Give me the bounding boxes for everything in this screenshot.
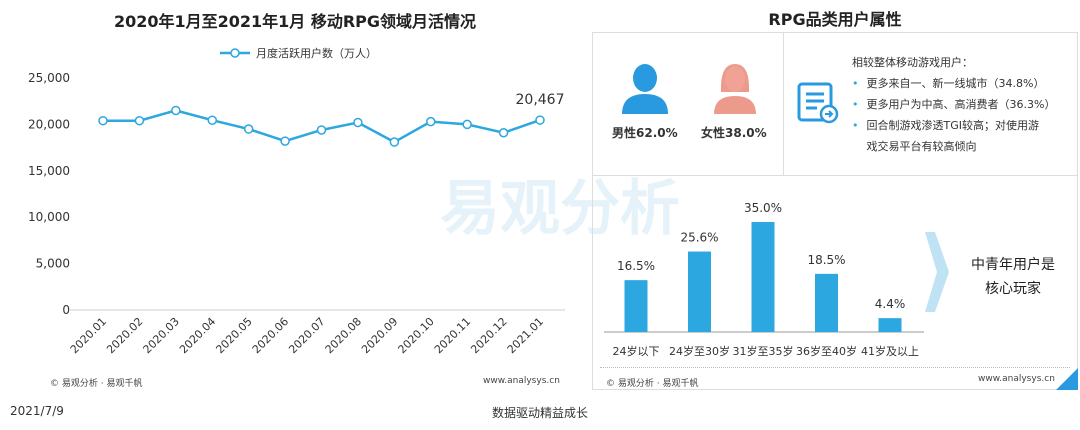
y-tick-label: 20,000 bbox=[28, 117, 70, 131]
data-point bbox=[171, 105, 181, 116]
bullet-item: 更多用户为中高、高消费者（36.3%） bbox=[866, 98, 1056, 111]
bar-label: 35.0% bbox=[744, 201, 782, 215]
bar-label: 4.4% bbox=[875, 297, 906, 311]
x-tick-label: 2020.06 bbox=[250, 315, 291, 356]
bar bbox=[878, 318, 902, 332]
data-point bbox=[353, 117, 363, 128]
x-tick-label: 24岁以下 bbox=[613, 344, 660, 358]
divider bbox=[783, 33, 784, 175]
y-tick-label: 15,000 bbox=[28, 164, 70, 178]
y-tick-label: 10,000 bbox=[28, 210, 70, 224]
data-point bbox=[462, 119, 472, 130]
right-source: © 易观分析 · 易观千帆 bbox=[606, 379, 699, 389]
compare-title: 相较整体移动游戏用户： bbox=[852, 56, 973, 69]
data-point bbox=[535, 115, 545, 125]
data-point bbox=[389, 137, 400, 147]
male-user-icon bbox=[622, 64, 668, 114]
watermark: 易观分析 bbox=[440, 174, 680, 244]
data-point bbox=[498, 128, 509, 138]
female-percent: 女性38.0% bbox=[701, 126, 767, 140]
x-tick-label: 2020.02 bbox=[104, 315, 145, 356]
x-tick-label: 2020.10 bbox=[396, 315, 437, 356]
footer-slogan: 数据驱动精益成长 bbox=[491, 406, 588, 420]
divider bbox=[593, 175, 1077, 176]
conclusion-line2: 核心玩家 bbox=[985, 281, 1041, 297]
y-tick-label: 0 bbox=[62, 303, 70, 317]
age-bar-chart: 16.5% 24岁以下 25.6% 24岁至30岁 35.0% 31岁至35岁 18.5% 3… bbox=[604, 201, 924, 358]
chevron-right-icon bbox=[925, 232, 949, 312]
data-point bbox=[243, 124, 254, 134]
male-percent: 男性62.0% bbox=[612, 126, 678, 140]
left-url: www.analysys.cn bbox=[483, 376, 560, 386]
x-tick-label: 2020.03 bbox=[141, 315, 182, 356]
document-arrow-icon bbox=[797, 82, 839, 124]
x-tick-label: 2020.11 bbox=[432, 315, 473, 356]
legend-marker bbox=[230, 48, 240, 58]
x-tick-label: 2020.08 bbox=[323, 315, 364, 356]
legend-label: 月度活跃用户数（万人） bbox=[256, 46, 377, 60]
bar-label: 25.6% bbox=[680, 231, 718, 245]
y-tick-label: 25,000 bbox=[28, 71, 70, 85]
x-tick-label: 2021.01 bbox=[505, 315, 546, 356]
data-point bbox=[280, 136, 290, 146]
line-chart: 05,00010,00015,00020,00025,0002020.01202… bbox=[28, 46, 565, 356]
x-tick-label: 2020.01 bbox=[68, 315, 109, 356]
bar bbox=[688, 251, 711, 332]
bullet-item: 更多来自一、新一线城市（34.8%） bbox=[866, 77, 1045, 90]
right-panel bbox=[592, 32, 1078, 390]
bar bbox=[624, 280, 648, 332]
right-panel-title: RPG品类用户属性 bbox=[768, 10, 902, 29]
x-tick-label: 2020.04 bbox=[177, 315, 218, 356]
right-url: www.analysys.cn bbox=[978, 374, 1055, 384]
data-point bbox=[98, 115, 108, 126]
x-tick-label: 36岁至40岁 bbox=[796, 344, 857, 358]
data-point bbox=[207, 115, 217, 125]
x-tick-label: 2020.12 bbox=[468, 315, 509, 356]
data-point bbox=[426, 116, 436, 127]
female-user-icon bbox=[714, 64, 756, 114]
x-tick-label: 2020.05 bbox=[213, 315, 254, 356]
x-tick-label: 24岁至30岁 bbox=[669, 344, 730, 358]
x-tick-label: 31岁至35岁 bbox=[733, 344, 794, 358]
left-source: © 易观分析 · 易观千帆 bbox=[50, 379, 143, 389]
bar bbox=[815, 273, 838, 332]
data-label: 20,467 bbox=[516, 92, 565, 108]
bar-label: 18.5% bbox=[807, 253, 845, 267]
x-tick-label: 2020.09 bbox=[359, 315, 400, 356]
conclusion-line1: 中青年用户是 bbox=[971, 257, 1055, 273]
footer-date: 2021/7/9 bbox=[10, 404, 64, 418]
left-chart-title: 2020年1月至2021年1月 移动RPG领域月活情况 bbox=[113, 12, 477, 31]
x-tick-label: 41岁及以上 bbox=[861, 344, 919, 358]
data-point bbox=[134, 115, 145, 126]
bullet-item: 回合制游戏渗透TGI较高；对使用游戏交易平台有较高倾向 bbox=[866, 119, 1040, 153]
y-tick-label: 5,000 bbox=[36, 257, 70, 271]
bar bbox=[751, 222, 775, 332]
bar-label: 16.5% bbox=[617, 259, 655, 273]
data-point bbox=[316, 125, 327, 135]
x-tick-label: 2020.07 bbox=[286, 315, 327, 356]
corner-triangle-icon bbox=[1056, 368, 1078, 390]
divider bbox=[600, 367, 1070, 368]
